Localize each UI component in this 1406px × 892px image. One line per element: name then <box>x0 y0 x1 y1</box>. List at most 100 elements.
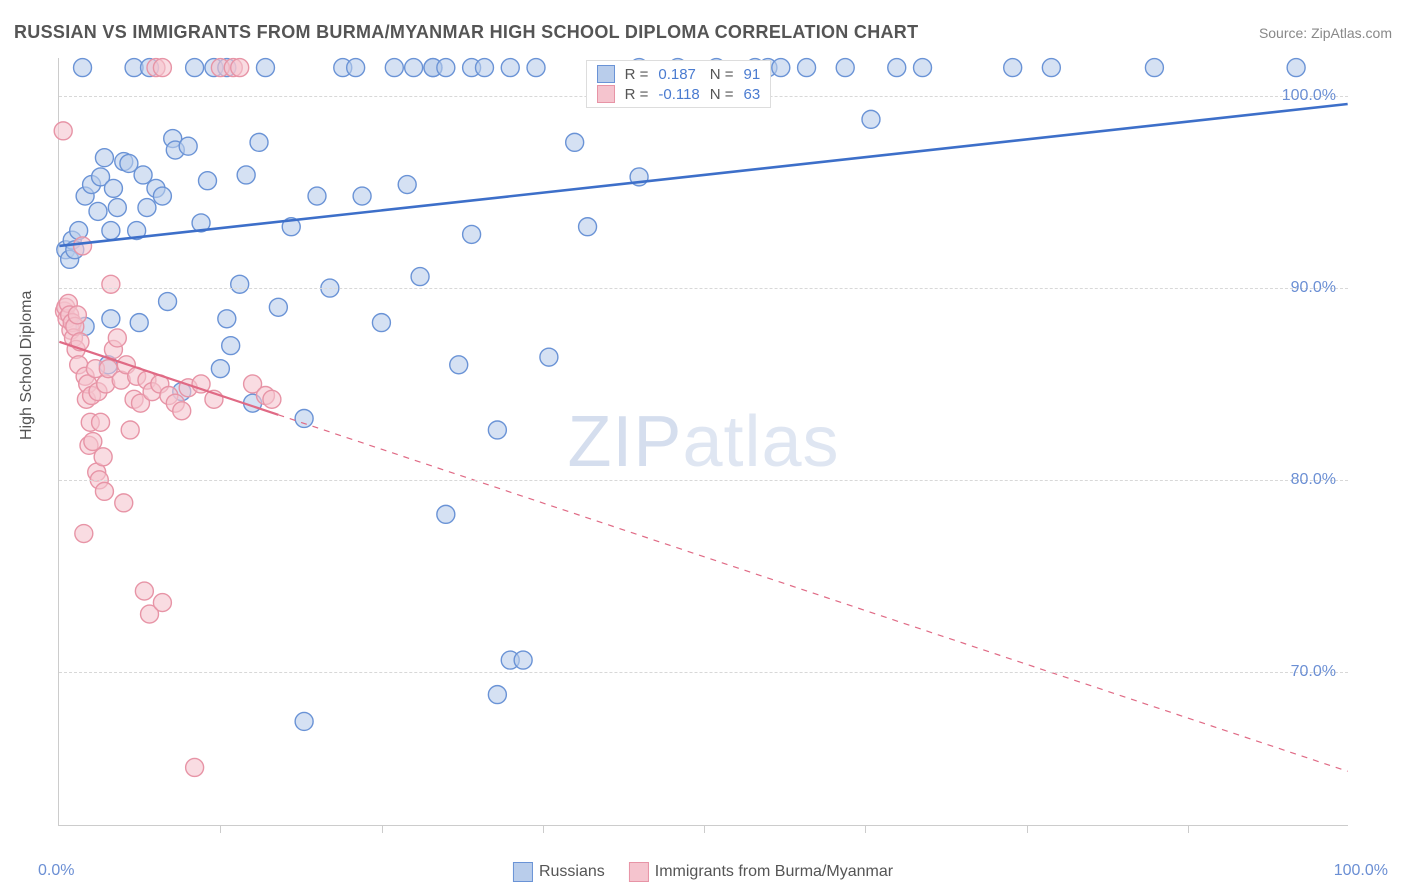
scatter-point <box>54 122 72 140</box>
scatter-point <box>95 149 113 167</box>
scatter-point <box>263 390 281 408</box>
scatter-point <box>92 413 110 431</box>
trend-line-dashed <box>278 415 1347 772</box>
scatter-point <box>68 306 86 324</box>
legend-top-swatch <box>597 85 615 103</box>
scatter-point <box>102 310 120 328</box>
y-tick-label: 90.0% <box>1291 279 1336 297</box>
legend-item-russians: Russians <box>513 862 605 882</box>
scatter-point <box>772 59 790 77</box>
scatter-point <box>256 59 274 77</box>
source-label: Source: ZipAtlas.com <box>1259 25 1392 41</box>
scatter-point <box>186 758 204 776</box>
scatter-point <box>108 199 126 217</box>
scatter-point <box>231 275 249 293</box>
n-label: N = <box>710 86 734 103</box>
scatter-point <box>104 179 122 197</box>
scatter-point <box>1145 59 1163 77</box>
scatter-point <box>102 275 120 293</box>
scatter-point <box>153 59 171 77</box>
scatter-point <box>135 582 153 600</box>
scatter-point <box>888 59 906 77</box>
chart-title: RUSSIAN VS IMMIGRANTS FROM BURMA/MYANMAR… <box>14 22 918 43</box>
scatter-point <box>385 59 403 77</box>
scatter-point <box>94 448 112 466</box>
r-label: R = <box>625 66 649 83</box>
scatter-point <box>269 298 287 316</box>
scatter-point <box>514 651 532 669</box>
legend-top-swatch <box>597 65 615 83</box>
scatter-point <box>75 525 93 543</box>
scatter-point <box>437 505 455 523</box>
scatter-point <box>463 225 481 243</box>
scatter-point <box>1042 59 1060 77</box>
scatter-point <box>1004 59 1022 77</box>
y-tick-label: 100.0% <box>1282 87 1336 105</box>
scatter-point <box>211 360 229 378</box>
scatter-point <box>74 59 92 77</box>
scatter-point <box>353 187 371 205</box>
swatch-russians <box>513 862 533 882</box>
scatter-point <box>138 199 156 217</box>
scatter-point <box>95 482 113 500</box>
r-value: -0.118 <box>658 86 699 103</box>
scatter-point <box>237 166 255 184</box>
r-label: R = <box>625 86 649 103</box>
swatch-burma <box>629 862 649 882</box>
scatter-point <box>130 314 148 332</box>
x-tick-label-left: 0.0% <box>38 862 74 880</box>
scatter-point <box>108 329 126 347</box>
scatter-point <box>437 59 455 77</box>
scatter-point <box>295 410 313 428</box>
legend-label-burma: Immigrants from Burma/Myanmar <box>655 863 893 880</box>
scatter-point <box>173 402 191 420</box>
scatter-point <box>501 59 519 77</box>
scatter-point <box>566 133 584 151</box>
scatter-point <box>1287 59 1305 77</box>
scatter-point <box>186 59 204 77</box>
plot-area: ZIPatlas 70.0%80.0%90.0%100.0% <box>58 58 1348 826</box>
scatter-point <box>159 293 177 311</box>
y-tick-label: 70.0% <box>1291 663 1336 681</box>
scatter-point <box>74 237 92 255</box>
scatter-point <box>450 356 468 374</box>
scatter-point <box>475 59 493 77</box>
x-tick-label-right: 100.0% <box>1334 862 1388 880</box>
scatter-point <box>84 433 102 451</box>
scatter-point <box>527 59 545 77</box>
scatter-point <box>372 314 390 332</box>
scatter-point <box>862 110 880 128</box>
scatter-point <box>89 202 107 220</box>
scatter-point <box>121 421 139 439</box>
n-value: 91 <box>744 66 761 83</box>
scatter-point <box>488 686 506 704</box>
scatter-point <box>347 59 365 77</box>
n-label: N = <box>710 66 734 83</box>
scatter-point <box>405 59 423 77</box>
scatter-point <box>798 59 816 77</box>
scatter-point <box>218 310 236 328</box>
scatter-point <box>250 133 268 151</box>
r-value: 0.187 <box>658 66 699 83</box>
n-value: 63 <box>744 86 761 103</box>
scatter-point <box>179 137 197 155</box>
scatter-point <box>488 421 506 439</box>
scatter-point <box>914 59 932 77</box>
scatter-point <box>153 187 171 205</box>
scatter-point <box>102 222 120 240</box>
scatter-point <box>295 712 313 730</box>
scatter-point <box>411 268 429 286</box>
chart-svg <box>59 58 1348 825</box>
scatter-point <box>540 348 558 366</box>
scatter-point <box>231 59 249 77</box>
legend-label-russians: Russians <box>539 863 605 880</box>
y-axis-label: High School Diploma <box>18 291 36 440</box>
scatter-point <box>836 59 854 77</box>
scatter-point <box>134 166 152 184</box>
legend-bottom: Russians Immigrants from Burma/Myanmar <box>513 862 893 882</box>
scatter-point <box>308 187 326 205</box>
title-bar: RUSSIAN VS IMMIGRANTS FROM BURMA/MYANMAR… <box>14 22 1392 43</box>
scatter-point <box>222 337 240 355</box>
y-tick-label: 80.0% <box>1291 471 1336 489</box>
scatter-point <box>115 494 133 512</box>
